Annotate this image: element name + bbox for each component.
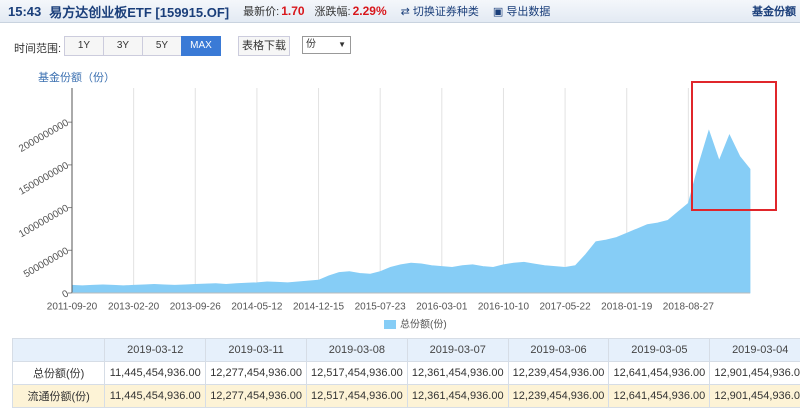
unit-text: 份 bbox=[306, 39, 316, 50]
table-cell: 2019-03-07 bbox=[406, 338, 509, 362]
header: 15:43 易方达创业板ETF [159915.OF] 最新价: 1.70 涨跌… bbox=[0, 0, 800, 23]
table-cell: 12,901,454,936.00 bbox=[709, 361, 800, 385]
area bbox=[71, 129, 751, 294]
table-cell: 2019-03-12 bbox=[104, 338, 207, 362]
table-cell: 2019-03-05 bbox=[608, 338, 711, 362]
x-tick-label: 2013-09-26 bbox=[170, 302, 222, 313]
range-button[interactable]: 3Y bbox=[103, 36, 143, 56]
table-cell: 12,641,454,936.00 bbox=[608, 384, 711, 408]
x-tick-label: 2018-01-19 bbox=[601, 302, 653, 313]
table-cell: 流通份额(份) bbox=[12, 384, 106, 408]
table-cell: 总份额(份) bbox=[12, 361, 106, 385]
x-tick-label: 2014-05-12 bbox=[231, 302, 283, 313]
table-cell: 12,641,454,936.00 bbox=[608, 361, 711, 385]
range-button[interactable]: 5Y bbox=[142, 36, 182, 56]
dropdown-arrow: ▼ bbox=[338, 40, 346, 49]
y-tick-label: 1000000000 bbox=[17, 203, 71, 241]
table-cell: 2019-03-11 bbox=[205, 338, 307, 362]
change: 2.29% bbox=[352, 4, 387, 18]
y-tick-label: 0 bbox=[61, 288, 72, 301]
switch-text: 切换证券种类 bbox=[412, 6, 479, 18]
table-cell: 12,277,454,936.00 bbox=[205, 384, 307, 408]
range-button[interactable]: 1Y bbox=[64, 36, 104, 56]
data-table: 2019-03-12 2019-03-11 2019-03-08 2019-03-07… bbox=[12, 338, 800, 408]
y-axis-title: 基金份额（份） bbox=[38, 70, 115, 84]
x-tick-label: 2017-05-22 bbox=[540, 302, 592, 313]
table-row: 总份额(份) 11,445,454,936.00 12,277,454,936.00… bbox=[12, 361, 800, 385]
x-tick-label: 2016-03-01 bbox=[416, 302, 468, 313]
table-cell: 11,445,454,936.00 bbox=[104, 384, 207, 408]
table-cell bbox=[12, 338, 106, 362]
x-tick-label: 2014-12-15 bbox=[293, 302, 345, 313]
table-cell: 12,239,454,936.00 bbox=[507, 361, 610, 385]
table-cell: 12,361,454,936.00 bbox=[406, 361, 509, 385]
table-cell: 2019-03-06 bbox=[507, 338, 610, 362]
table-row: 2019-03-12 2019-03-11 2019-03-08 2019-03-07… bbox=[12, 338, 800, 362]
x-tick-label: 2015-07-23 bbox=[355, 302, 407, 313]
x-tick-label: 2018-08-27 bbox=[663, 302, 715, 313]
toolbar: 时间范围: 1Y 3Y 5Y MAX 表格下载 份 ▼ bbox=[0, 36, 800, 56]
download-button[interactable]: 表格下载 bbox=[238, 36, 290, 56]
tab[interactable]: 基金份额 bbox=[752, 6, 796, 18]
table-cell: 2019-03-04 bbox=[709, 338, 800, 362]
table-cell: 12,361,454,936.00 bbox=[406, 384, 509, 408]
switch-link[interactable]: ⇄ 切换证券种类 bbox=[400, 6, 479, 18]
export-link[interactable]: ▣ 导出数据 bbox=[492, 6, 551, 18]
y-tick-label: 500000000 bbox=[22, 245, 71, 280]
table-row: 流通份额(份) 11,445,454,936.00 12,277,454,936.0… bbox=[12, 384, 800, 408]
table-cell: 11,445,454,936.00 bbox=[104, 361, 207, 385]
range-button[interactable]: MAX bbox=[181, 36, 221, 56]
x-tick-label: 2011-09-20 bbox=[47, 302, 98, 313]
legend-swatch bbox=[384, 320, 396, 329]
y-tick-label: 2000000000 bbox=[17, 117, 71, 155]
range-label: 时间范围: bbox=[14, 43, 62, 55]
time: 15:43 bbox=[8, 3, 42, 19]
fund-title: 易方达创业板ETF [159915.OF] bbox=[49, 4, 230, 20]
legend-label: 总份额(份) bbox=[400, 318, 447, 331]
table-cell: 12,277,454,936.00 bbox=[205, 361, 307, 385]
table-cell: 12,901,454,936.00 bbox=[709, 384, 800, 408]
table-cell: 12,517,454,936.00 bbox=[305, 361, 408, 385]
x-tick-label: 2016-10-10 bbox=[478, 302, 530, 313]
export-text: 导出数据 bbox=[506, 6, 551, 18]
table-cell: 12,517,454,936.00 bbox=[305, 384, 408, 408]
change-label: 涨跌幅: bbox=[314, 6, 351, 18]
x-tick-label: 2013-02-20 bbox=[108, 302, 160, 313]
table-cell: 12,239,454,936.00 bbox=[507, 384, 610, 408]
highlight-box bbox=[691, 81, 777, 211]
chart: 基金份额（份） 2011-09-20 2013-02-20 2013-09-26 20… bbox=[17, 70, 777, 331]
table-wrap: 2019-03-12 2019-03-11 2019-03-08 2019-03-07… bbox=[12, 338, 800, 409]
price: 1.70 bbox=[281, 4, 305, 18]
table-cell: 2019-03-08 bbox=[305, 338, 408, 362]
unit-select[interactable]: 份 ▼ bbox=[302, 36, 351, 54]
y-tick-label: 1500000000 bbox=[17, 160, 71, 198]
price-label: 最新价: bbox=[243, 6, 280, 18]
